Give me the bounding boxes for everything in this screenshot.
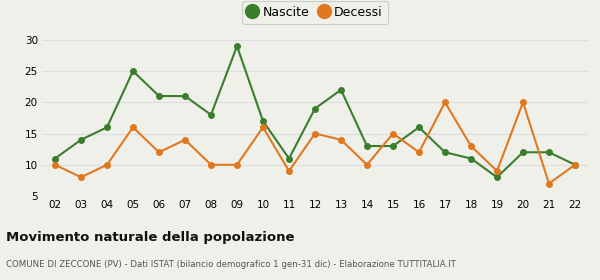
Legend: Nascite, Decessi: Nascite, Decessi	[242, 1, 388, 24]
Nascite	[415, 126, 422, 129]
Decessi	[77, 176, 85, 179]
Decessi	[208, 163, 215, 166]
Decessi	[311, 132, 319, 135]
Nascite	[103, 126, 110, 129]
Nascite	[389, 144, 397, 148]
Nascite	[493, 176, 500, 179]
Nascite	[286, 157, 293, 160]
Nascite	[545, 151, 553, 154]
Decessi	[442, 101, 449, 104]
Nascite	[311, 107, 319, 110]
Decessi	[181, 138, 188, 141]
Decessi	[364, 163, 371, 166]
Decessi	[415, 151, 422, 154]
Line: Nascite: Nascite	[52, 43, 578, 180]
Nascite	[130, 69, 137, 73]
Decessi	[337, 138, 344, 141]
Decessi	[571, 163, 578, 166]
Decessi	[103, 163, 110, 166]
Nascite	[467, 157, 475, 160]
Decessi	[467, 144, 475, 148]
Decessi	[286, 169, 293, 173]
Nascite	[181, 94, 188, 98]
Nascite	[259, 119, 266, 123]
Nascite	[208, 113, 215, 116]
Decessi	[130, 126, 137, 129]
Decessi	[259, 126, 266, 129]
Text: COMUNE DI ZECCONE (PV) - Dati ISTAT (bilancio demografico 1 gen-31 dic) - Elabor: COMUNE DI ZECCONE (PV) - Dati ISTAT (bil…	[6, 260, 456, 269]
Nascite	[52, 157, 59, 160]
Nascite	[233, 45, 241, 48]
Decessi	[545, 182, 553, 185]
Nascite	[337, 88, 344, 92]
Decessi	[155, 151, 163, 154]
Decessi	[233, 163, 241, 166]
Decessi	[52, 163, 59, 166]
Nascite	[364, 144, 371, 148]
Nascite	[77, 138, 85, 141]
Nascite	[155, 94, 163, 98]
Nascite	[520, 151, 527, 154]
Nascite	[442, 151, 449, 154]
Line: Decessi: Decessi	[52, 99, 578, 186]
Text: Movimento naturale della popolazione: Movimento naturale della popolazione	[6, 231, 295, 244]
Decessi	[493, 169, 500, 173]
Decessi	[520, 101, 527, 104]
Decessi	[389, 132, 397, 135]
Nascite	[571, 163, 578, 166]
